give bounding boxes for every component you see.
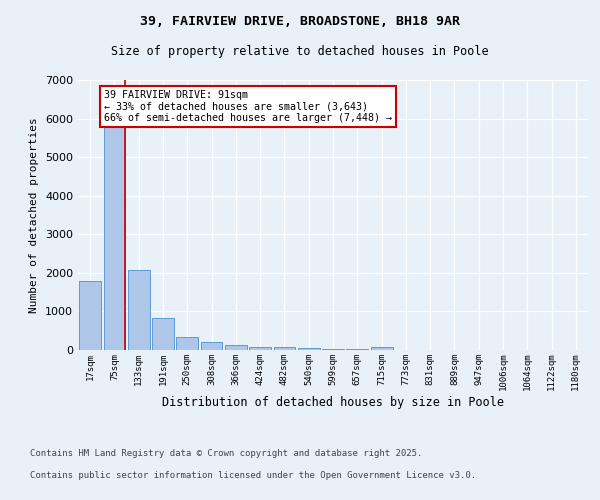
Bar [225,346,247,350]
Text: Size of property relative to detached houses in Poole: Size of property relative to detached ho… [111,45,489,58]
Text: Contains HM Land Registry data © Crown copyright and database right 2025.: Contains HM Land Registry data © Crown c… [30,448,422,458]
Bar [79,280,101,350]
Text: 39, FAIRVIEW DRIVE, BROADSTONE, BH18 9AR: 39, FAIRVIEW DRIVE, BROADSTONE, BH18 9AR [140,15,460,28]
Bar [152,318,174,350]
Bar [346,349,368,350]
Bar [274,348,295,350]
X-axis label: Distribution of detached houses by size in Poole: Distribution of detached houses by size … [162,396,504,409]
Bar [249,346,271,350]
Text: 39 FAIRVIEW DRIVE: 91sqm
← 33% of detached houses are smaller (3,643)
66% of sem: 39 FAIRVIEW DRIVE: 91sqm ← 33% of detach… [104,90,392,123]
Bar [128,270,149,350]
Bar [176,337,198,350]
Text: Contains public sector information licensed under the Open Government Licence v3: Contains public sector information licen… [30,471,476,480]
Bar [322,349,344,350]
Y-axis label: Number of detached properties: Number of detached properties [29,117,40,313]
Bar [200,342,223,350]
Bar [371,348,392,350]
Bar [298,348,320,350]
Bar [104,126,125,350]
